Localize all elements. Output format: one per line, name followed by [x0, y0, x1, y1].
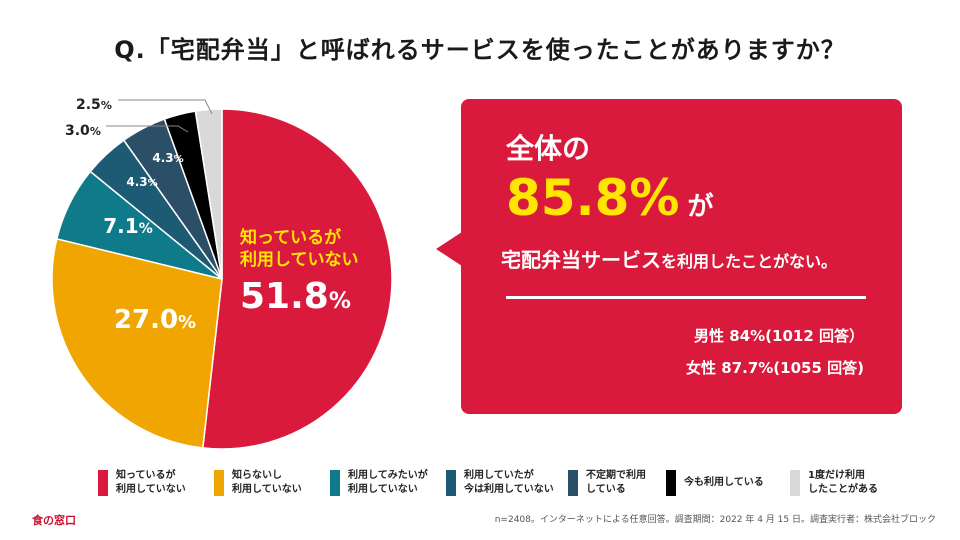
pie-slice-2 — [51, 237, 223, 449]
legend-swatch-6 — [666, 470, 676, 496]
callout-tail — [436, 232, 462, 266]
legend-label-5: 不定期で利用 している — [586, 470, 646, 495]
legend-label-4: 利用していたが 今は利用していない — [464, 470, 554, 495]
legend-label-6: 今も利用している — [684, 477, 764, 488]
legend-swatch-4 — [446, 470, 456, 496]
slice-label-4: 4.3% — [126, 175, 157, 189]
callout-line3-rest: を利用したことがない。 — [661, 252, 838, 271]
leader-line-6 — [106, 125, 189, 133]
callout-male-stat: 男性 84%(1012 回答） — [694, 327, 864, 345]
callout-ga: が — [687, 192, 714, 222]
legend-label-3: 利用してみたいが 利用していない — [348, 470, 428, 495]
legend-label-2: 知らないし 利用していない — [232, 470, 302, 495]
svg-text:知っているが: 知っているが — [239, 227, 341, 248]
legend-swatch-3 — [330, 470, 340, 496]
footnote: n=2408。インターネットによる任意回答。調査期間：2022 年 4 月 15… — [494, 515, 936, 525]
brand-logo-text: 食の窓口 — [32, 514, 76, 527]
slice-label-6: 3.0% — [65, 123, 101, 139]
callout-line3: 宅配弁当サービスを利用したことがない。 — [501, 244, 837, 273]
slice-label-7: 2.5% — [76, 97, 112, 113]
legend-label-1: 知っているが 利用していない — [116, 470, 186, 495]
legend-swatch-5 — [568, 470, 578, 496]
svg-text:利用していない: 利用していない — [240, 249, 359, 270]
pie-slice-1 — [201, 108, 393, 450]
callout-divider — [506, 296, 866, 299]
legend-swatch-2 — [214, 470, 224, 496]
legend-swatch-7 — [790, 470, 800, 496]
leader-line-7 — [118, 99, 213, 115]
callout-female-stat: 女性 87.7%(1055 回答) — [686, 359, 864, 377]
callout-box: 全体の 85.8% が 宅配弁当サービスを利用したことがない。 男性 84%(10… — [461, 99, 902, 414]
slice-label-5: 4.3% — [152, 151, 183, 165]
legend-label-7: 1度だけ利用 したことがある — [808, 470, 878, 495]
callout-line1: 全体の — [506, 132, 591, 165]
callout-line3-service: 宅配弁当サービス — [501, 248, 661, 272]
legend-swatch-1 — [98, 470, 108, 496]
callout-big-value: 85.8% — [506, 169, 680, 227]
callout-line2: 85.8% が — [506, 169, 713, 227]
chart-title: Q.「宅配弁当」と呼ばれるサービスを使ったことがありますか？ — [114, 36, 846, 64]
pie-slice-7 — [194, 108, 223, 280]
